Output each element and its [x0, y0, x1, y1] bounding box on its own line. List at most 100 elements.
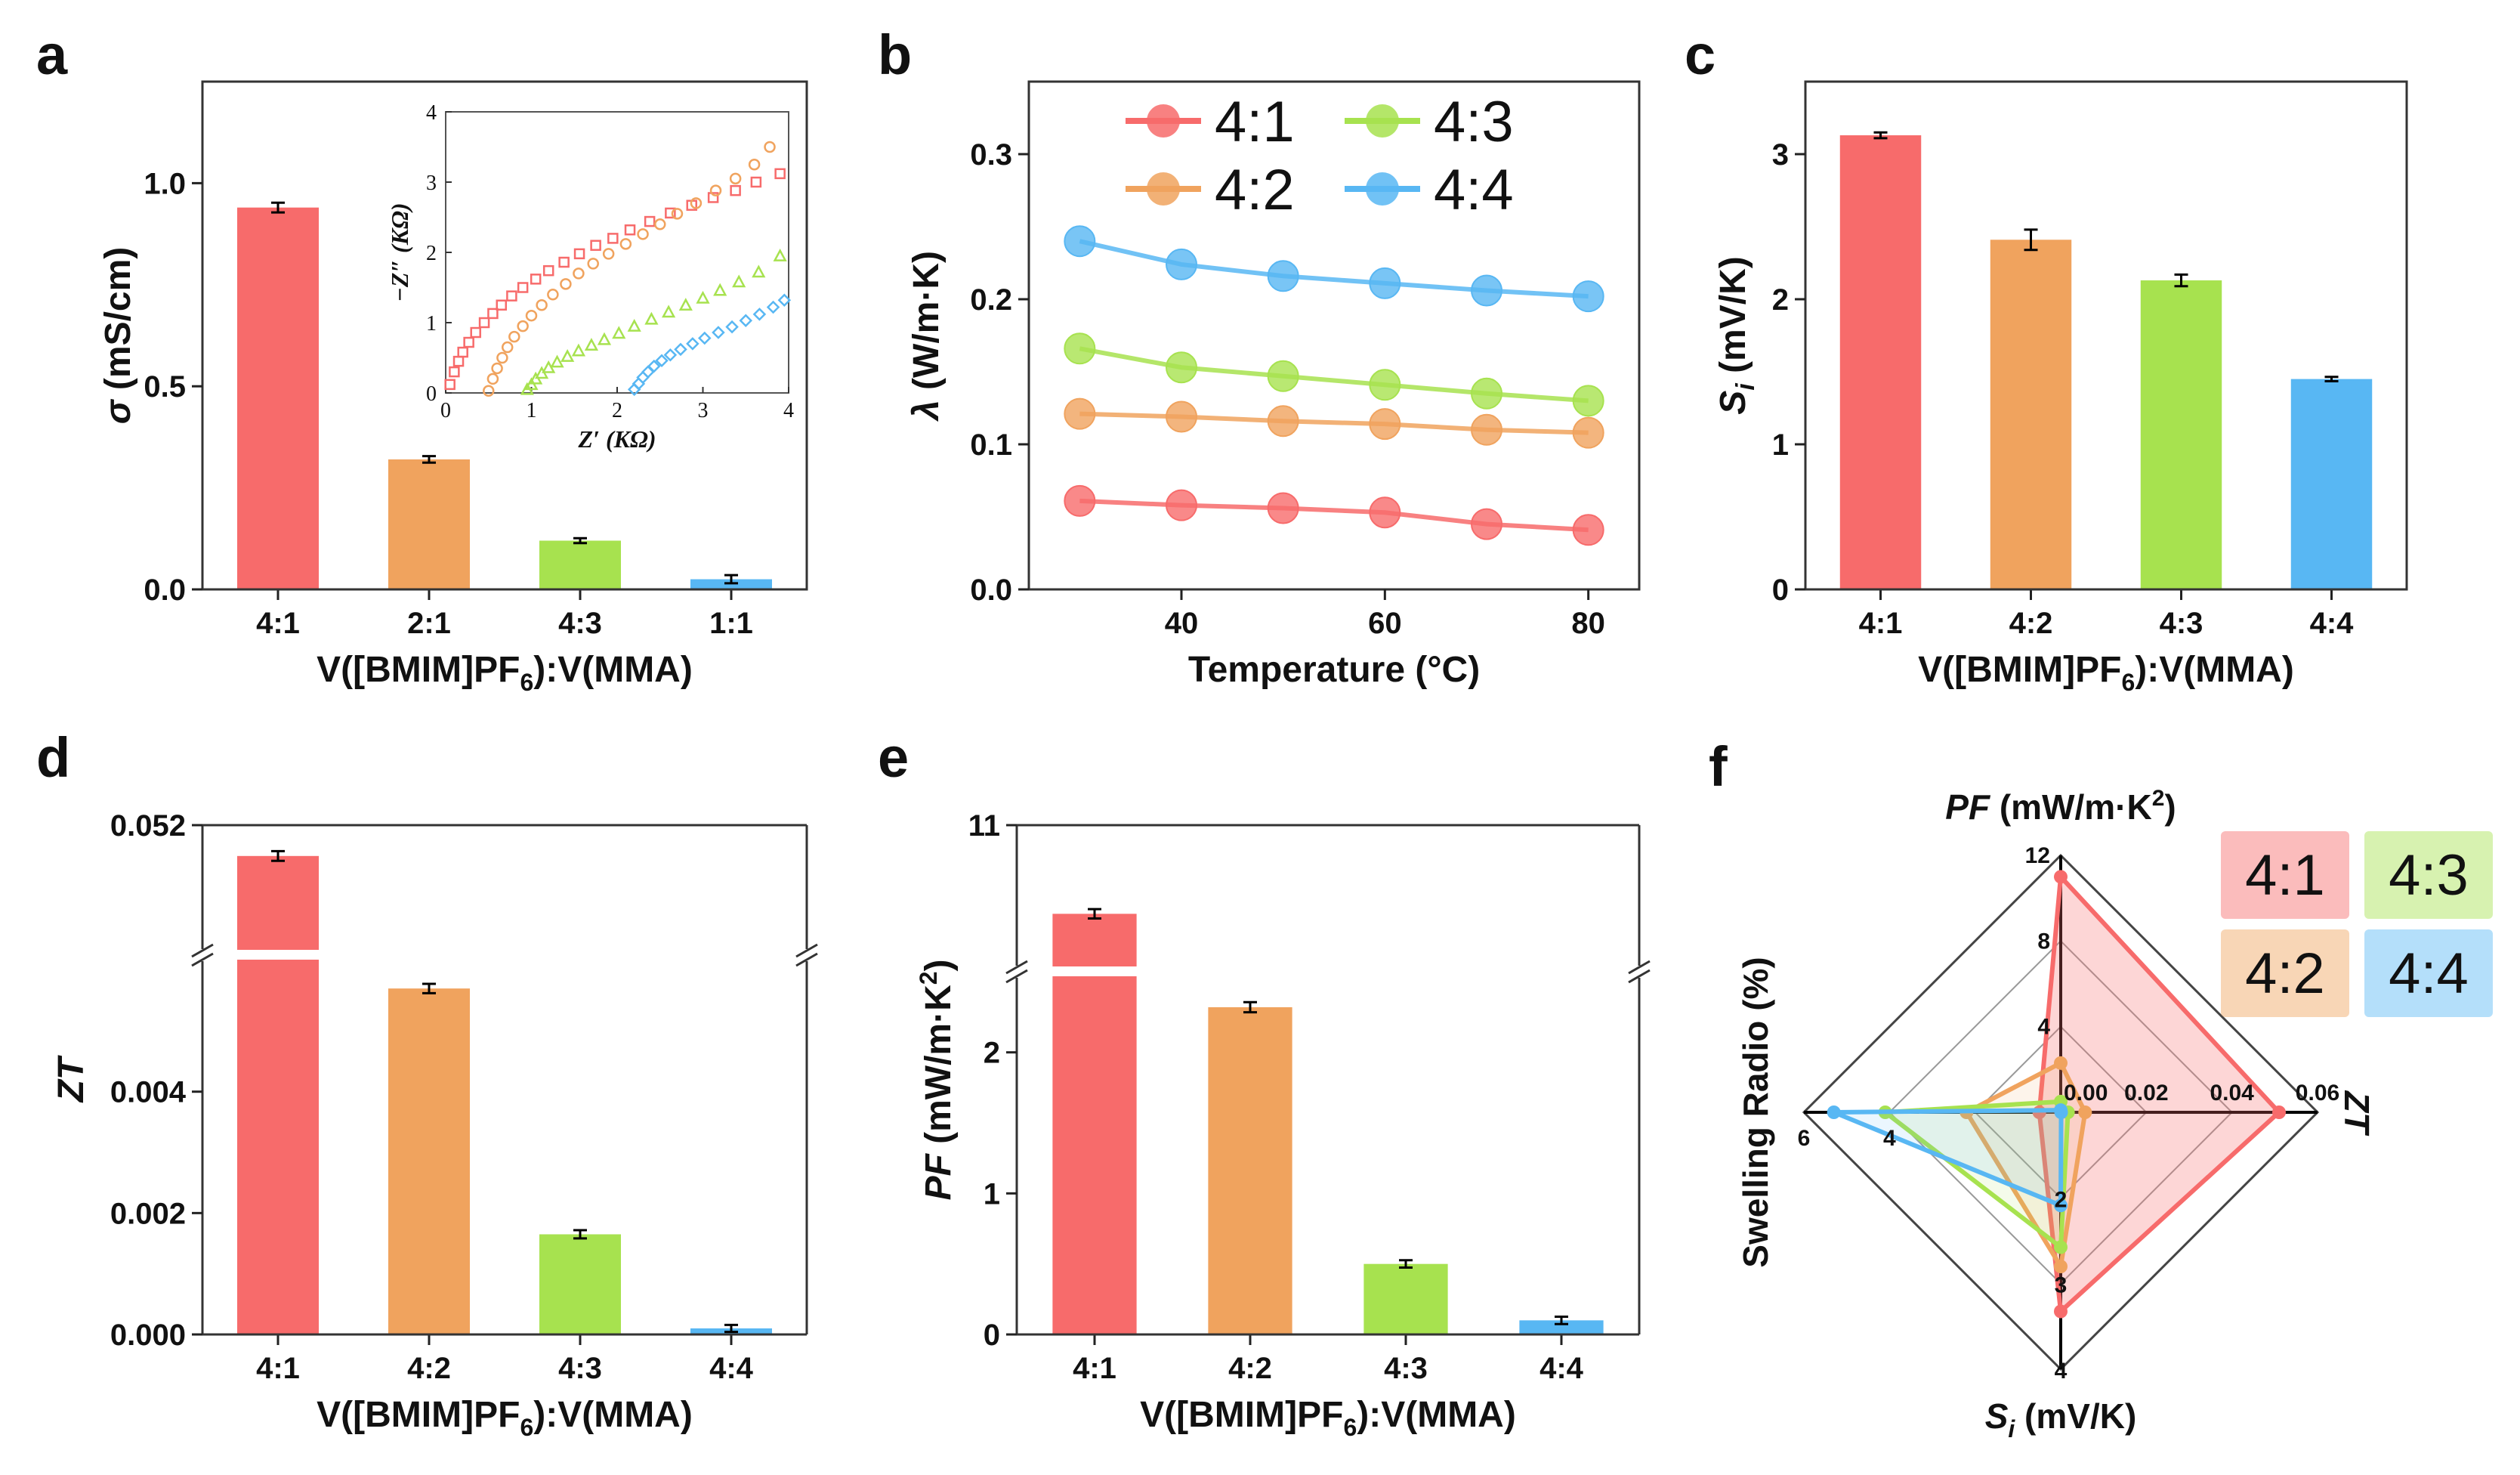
inset-point-circle [729, 172, 742, 185]
subscript: 6 [520, 1414, 533, 1441]
bar-4-3 [539, 540, 621, 589]
data-point-4-2 [1572, 416, 1604, 449]
y-tick-label: 0.052 [110, 809, 186, 843]
data-point-4-4 [1572, 280, 1604, 313]
inset-point-diamond [686, 337, 699, 351]
x-tick-label: 40 [1165, 607, 1199, 640]
y-tick-label: 0.1 [970, 428, 1012, 462]
inset-point-square [449, 366, 460, 378]
radar-point-4-2 [2054, 1260, 2068, 1273]
inset-point-triangle [561, 349, 575, 362]
label-part: (W/m·K) [906, 251, 947, 400]
y-tick-label: 1.0 [144, 167, 186, 200]
series-line-4-2 [1079, 411, 1589, 435]
inset-point-diamond [674, 342, 687, 357]
x-axis-title: V([BMIM]PF6):V(MMA) [317, 650, 693, 696]
label-part: ) [2164, 787, 2176, 827]
bar-break-gap [236, 950, 320, 960]
axis-break-mark [191, 952, 214, 967]
x-tick-label: 4:4 [709, 1352, 754, 1385]
data-point-4-1 [1267, 492, 1299, 524]
radar-tick-pf: 4 [2037, 1015, 2050, 1040]
radar-tick-zt: 0.04 [2210, 1081, 2254, 1105]
radar-tick-zt: 0.02 [2124, 1081, 2168, 1105]
inset-point-circle [764, 141, 776, 153]
radar-point-4-1 [2054, 1304, 2068, 1319]
bar-4-1 [1839, 135, 1922, 590]
y-tick-label: 0.5 [144, 370, 186, 404]
label-part: (mW/m·K [1990, 787, 2152, 827]
label-part: ):V(MMA) [2135, 650, 2294, 690]
radar-legend-swatch [2221, 831, 2349, 919]
label-part: V([BMIM]PF [317, 1395, 520, 1435]
inset-point-square [624, 224, 636, 236]
radar-tick-zero: 0.00 [2064, 1081, 2108, 1105]
label-part: S [1713, 391, 1753, 415]
radar-tick-pf: 8 [2037, 929, 2050, 954]
inset-y-tick-label: 3 [426, 172, 437, 195]
panel-d-zt-chart: 4:1 4:2 4:3 4:4 0.000 0.002 0.004 0.052 V([BMIM]… [51, 809, 818, 1441]
data-point-4-4 [1166, 248, 1197, 280]
panel-a-conductivity-chart: 4:1 2:1 4:3 1:1 0.0 0.5 1.0 V([BMIM]PF6):V(MMA)… [98, 80, 808, 696]
bar-4-1 [1052, 914, 1137, 1334]
panel-b-thermal-conductivity-chart: 0.0 0.1 0.2 0.3 40 60 80 4:14:2 4:34:4 Temperatur… [906, 80, 1641, 690]
data-point-4-3 [1267, 360, 1299, 392]
x-tick-label: 4:2 [2009, 607, 2053, 640]
subscript: 6 [520, 669, 533, 696]
label-part: S [1985, 1396, 2009, 1436]
bar-4-2 [388, 988, 470, 1334]
label-part: λ [906, 400, 947, 422]
x-axis-title: V([BMIM]PF6):V(MMA) [1140, 1395, 1516, 1441]
inset-point-diamond [698, 331, 712, 345]
panel-label-f: f [1709, 735, 1728, 798]
bar-4-1 [237, 207, 319, 589]
inset-y-tick-label: 4 [426, 101, 437, 125]
y-tick-label: 0.002 [110, 1197, 186, 1230]
radar-point-4-4 [2054, 1198, 2068, 1213]
inset-point-triangle [612, 326, 626, 339]
label-part: (mV/K) [1713, 256, 1753, 383]
inset-point-triangle [752, 264, 766, 278]
y-tick-label: 0.2 [970, 283, 1012, 317]
y-tick-label: 1 [984, 1177, 1000, 1211]
inset-point-circle [637, 228, 649, 240]
y-axis-title: Si (mV/K) [1713, 256, 1760, 414]
series-line-4-3 [1079, 346, 1589, 404]
y-tick-label: 0.004 [110, 1076, 187, 1109]
legend-label: 4:3 [1434, 90, 1514, 154]
bar-4-3 [539, 1234, 621, 1334]
inset-point-square [517, 282, 529, 293]
y-tick-label: 3 [1772, 138, 1789, 172]
legend-label: 4:1 [1215, 90, 1295, 154]
inset-point-circle [483, 385, 495, 397]
inset-point-circle [536, 299, 548, 311]
data-point-4-3 [1572, 385, 1604, 417]
data-point-4-3 [1064, 332, 1096, 365]
inset-point-diamond [663, 348, 678, 362]
radar-polygon-4-4 [1833, 1108, 2064, 1209]
inset-point-square [644, 215, 656, 227]
x-tick-label: 4:3 [1384, 1352, 1428, 1385]
inset-point-circle [602, 248, 615, 260]
radar-legend-label: 4:2 [2245, 942, 2325, 1006]
inset-point-diamond [739, 314, 753, 327]
inset-point-circle [690, 197, 703, 209]
inset-point-diamond [725, 320, 739, 334]
inset-point-square [506, 290, 517, 301]
x-tick-label: 1:1 [709, 607, 753, 640]
data-point-4-2 [1064, 397, 1096, 430]
bar-4-2 [1208, 1007, 1292, 1334]
radar-legend-label: 4:3 [2389, 843, 2469, 908]
data-point-4-3 [1471, 377, 1502, 410]
inset-point-diamond [777, 293, 792, 308]
x-tick-label: 4:3 [2160, 607, 2203, 640]
inset-point-square [478, 317, 490, 329]
inset-point-triangle [627, 319, 641, 332]
label-part: V([BMIM]PF [1918, 650, 2121, 690]
radar-tick-swelling: 6 [1798, 1126, 1811, 1151]
radar-axis-title-swelling: Swelling Radio (%) [1736, 957, 1775, 1267]
x-tick-label: 4:3 [558, 1352, 602, 1385]
axis-break-mark [1005, 969, 1028, 984]
data-point-4-3 [1166, 351, 1197, 384]
